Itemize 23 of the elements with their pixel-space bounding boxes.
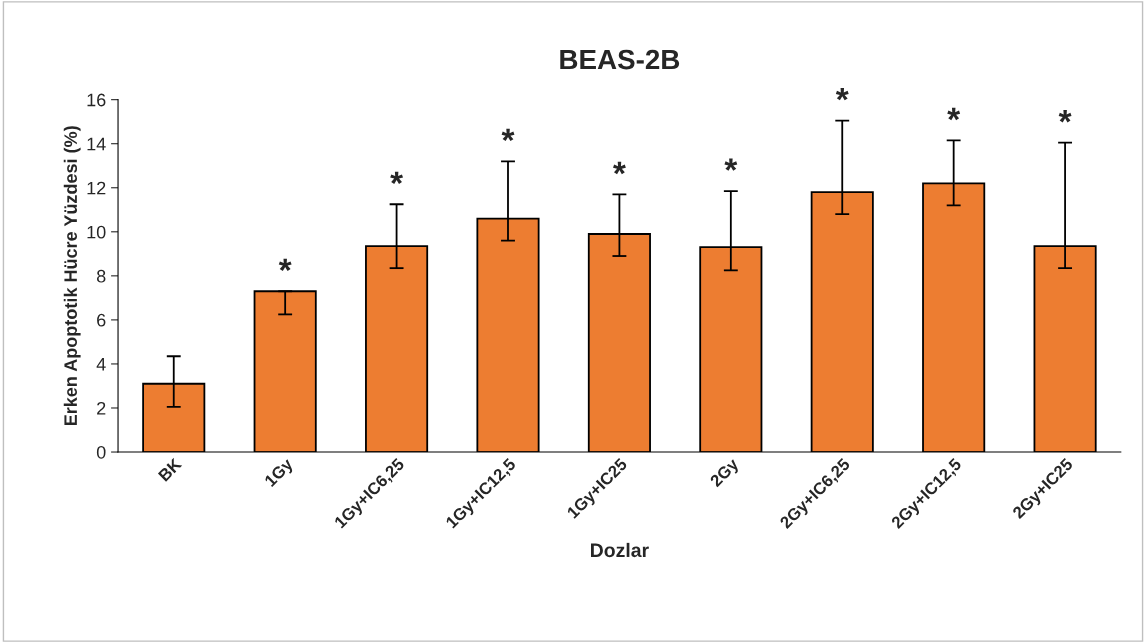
annotation: * (390, 171, 404, 185)
annotation: * (835, 87, 849, 101)
annotation: * (947, 107, 961, 121)
y-tick-label: 4 (96, 358, 106, 371)
x-tick-label: BK (157, 457, 183, 482)
annotation: * (501, 128, 515, 142)
x-tick-label: 2Gy (709, 457, 742, 490)
y-tick-label: 8 (96, 269, 106, 283)
annotation: * (278, 258, 292, 272)
x-tick-label: 1Gy (263, 457, 297, 490)
y-tick-label: 16 (87, 93, 106, 107)
y-tick-label: 6 (97, 313, 106, 327)
y-tick-label: 14 (87, 137, 106, 151)
x-axis-title: Dozlar (591, 542, 649, 558)
annotation: * (724, 158, 738, 171)
y-tick-label: 0 (96, 445, 106, 459)
chart-title: BEAS-2B (560, 49, 680, 70)
annotation: * (613, 161, 626, 175)
y-axis-title: Erken Apoptotik Hücre Yüzdesi (%) (63, 126, 81, 426)
annotation: * (1058, 109, 1072, 123)
y-tick-label: 10 (87, 225, 106, 239)
y-tick-label: 2 (97, 401, 106, 415)
y-tick-label: 12 (87, 181, 106, 195)
